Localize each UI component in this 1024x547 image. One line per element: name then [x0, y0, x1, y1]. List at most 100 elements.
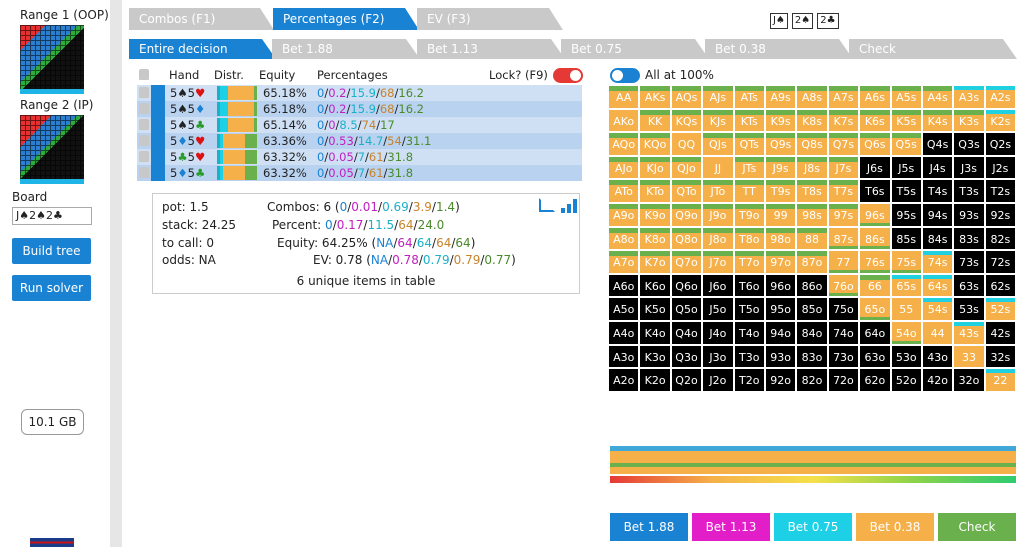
- matrix-cell[interactable]: A7o: [608, 250, 640, 274]
- matrix-cell[interactable]: T2o: [733, 368, 765, 392]
- matrix-cell[interactable]: Q8o: [670, 226, 703, 251]
- matrix-cell[interactable]: A6o: [608, 273, 640, 298]
- matrix-cell[interactable]: 63s: [953, 273, 985, 298]
- matrix-cell[interactable]: 22: [984, 368, 1017, 392]
- matrix-cell[interactable]: T9o: [733, 202, 765, 227]
- matrix-cell[interactable]: K7s: [827, 108, 860, 133]
- matrix-cell[interactable]: 53s: [953, 297, 985, 321]
- chart-icon[interactable]: [561, 198, 577, 213]
- range1-preview[interactable]: [20, 25, 84, 89]
- matrix-cell[interactable]: K3s: [953, 108, 985, 133]
- table-row[interactable]: 5♠5♥ 65.18% 0/0.2/15.9/68/16.2: [137, 85, 582, 101]
- matrix-cell[interactable]: K2o: [639, 368, 671, 392]
- matrix-cell[interactable]: 73o: [827, 344, 860, 369]
- matrix-cell[interactable]: J9s: [764, 155, 797, 180]
- matrix-cell[interactable]: 75s: [890, 250, 922, 274]
- matrix-cell[interactable]: T5s: [890, 179, 922, 203]
- matrix-cell[interactable]: T8s: [796, 179, 828, 203]
- matrix-cell[interactable]: KJo: [639, 155, 671, 180]
- matrix-cell[interactable]: 44: [921, 320, 954, 345]
- matrix-cell[interactable]: 83o: [796, 344, 828, 369]
- matrix-cell[interactable]: 74s: [921, 250, 954, 274]
- matrix-cell[interactable]: K2s: [984, 108, 1017, 133]
- matrix-cell[interactable]: T9s: [764, 179, 797, 203]
- matrix-cell[interactable]: JTo: [702, 179, 734, 203]
- matrix-cell[interactable]: Q6s: [859, 132, 891, 156]
- matrix-cell[interactable]: KJs: [702, 108, 734, 133]
- matrix-cell[interactable]: T4s: [921, 179, 954, 203]
- matrix-cell[interactable]: 86s: [859, 226, 891, 251]
- range2-preview[interactable]: [20, 115, 84, 179]
- tab-ev[interactable]: EV (F3): [417, 8, 563, 30]
- matrix-cell[interactable]: K4s: [921, 108, 954, 133]
- tab-bet-0-38[interactable]: Bet 0.38: [705, 39, 853, 59]
- matrix-cell[interactable]: 84o: [796, 320, 828, 345]
- matrix-cell[interactable]: T4o: [733, 320, 765, 345]
- matrix-cell[interactable]: K8s: [796, 108, 828, 133]
- matrix-cell[interactable]: 87s: [827, 226, 860, 251]
- matrix-cell[interactable]: 72s: [984, 250, 1017, 274]
- matrix-cell[interactable]: 74o: [827, 320, 860, 345]
- matrix-cell[interactable]: ATo: [608, 179, 640, 203]
- matrix-cell[interactable]: JJ: [702, 155, 734, 180]
- matrix-cell[interactable]: J2o: [702, 368, 734, 392]
- matrix-cell[interactable]: T7s: [827, 179, 860, 203]
- matrix-cell[interactable]: A6s: [859, 85, 891, 109]
- matrix-cell[interactable]: 54s: [921, 297, 954, 321]
- matrix-cell[interactable]: T5o: [733, 297, 765, 321]
- matrix-cell[interactable]: KTo: [639, 179, 671, 203]
- matrix-cell[interactable]: Q6o: [670, 273, 703, 298]
- matrix-cell[interactable]: T3s: [953, 179, 985, 203]
- matrix-cell[interactable]: KK: [639, 108, 671, 133]
- matrix-cell[interactable]: 96s: [859, 202, 891, 227]
- matrix-cell[interactable]: 93s: [953, 202, 985, 227]
- matrix-cell[interactable]: Q5o: [670, 297, 703, 321]
- lock-icon[interactable]: [139, 135, 149, 146]
- matrix-cell[interactable]: Q9s: [764, 132, 797, 156]
- matrix-cell[interactable]: 42o: [921, 368, 954, 392]
- tab-percentages[interactable]: Percentages (F2): [273, 8, 419, 30]
- matrix-cell[interactable]: AQs: [670, 85, 703, 109]
- matrix-cell[interactable]: 72o: [827, 368, 860, 392]
- board-input[interactable]: J♠2♠2♣: [12, 207, 92, 225]
- matrix-cell[interactable]: A5o: [608, 297, 640, 321]
- action-button-bet-0-75[interactable]: Bet 0.75: [774, 513, 852, 541]
- lock-icon[interactable]: [139, 103, 149, 114]
- matrix-cell[interactable]: KTs: [733, 108, 765, 133]
- matrix-cell[interactable]: J4s: [921, 155, 954, 180]
- matrix-cell[interactable]: Q4s: [921, 132, 954, 156]
- matrix-cell[interactable]: A3s: [953, 85, 985, 109]
- matrix-cell[interactable]: 32s: [984, 344, 1017, 369]
- matrix-cell[interactable]: QJs: [702, 132, 734, 156]
- run-solver-button[interactable]: Run solver: [12, 275, 91, 301]
- matrix-cell[interactable]: K4o: [639, 320, 671, 345]
- table-row[interactable]: 5♠5♦ 65.18% 0/0.2/15.9/68/16.2: [137, 101, 582, 117]
- matrix-cell[interactable]: A9o: [608, 202, 640, 227]
- matrix-cell[interactable]: Q7s: [827, 132, 860, 156]
- matrix-cell[interactable]: 75o: [827, 297, 860, 321]
- matrix-cell[interactable]: Q3o: [670, 344, 703, 369]
- matrix-cell[interactable]: AJs: [702, 85, 734, 109]
- matrix-cell[interactable]: J3s: [953, 155, 985, 180]
- matrix-cell[interactable]: K7o: [639, 250, 671, 274]
- matrix-cell[interactable]: K9o: [639, 202, 671, 227]
- lock-icon[interactable]: [139, 87, 149, 98]
- matrix-cell[interactable]: A8o: [608, 226, 640, 251]
- matrix-cell[interactable]: J2s: [984, 155, 1017, 180]
- matrix-cell[interactable]: 76s: [859, 250, 891, 274]
- matrix-cell[interactable]: J8o: [702, 226, 734, 251]
- matrix-cell[interactable]: A2s: [984, 85, 1017, 109]
- all-at-100-toggle[interactable]: [610, 68, 640, 83]
- matrix-cell[interactable]: 66: [859, 273, 891, 298]
- matrix-cell[interactable]: 63o: [859, 344, 891, 369]
- matrix-cell[interactable]: K8o: [639, 226, 671, 251]
- matrix-cell[interactable]: A5s: [890, 85, 922, 109]
- matrix-cell[interactable]: A3o: [608, 344, 640, 369]
- matrix-cell[interactable]: T6o: [733, 273, 765, 298]
- matrix-cell[interactable]: J9o: [702, 202, 734, 227]
- matrix-cell[interactable]: J5s: [890, 155, 922, 180]
- tab-entire-decision[interactable]: Entire decision: [129, 39, 276, 59]
- matrix-cell[interactable]: 64s: [921, 273, 954, 298]
- matrix-cell[interactable]: K5s: [890, 108, 922, 133]
- matrix-cell[interactable]: J4o: [702, 320, 734, 345]
